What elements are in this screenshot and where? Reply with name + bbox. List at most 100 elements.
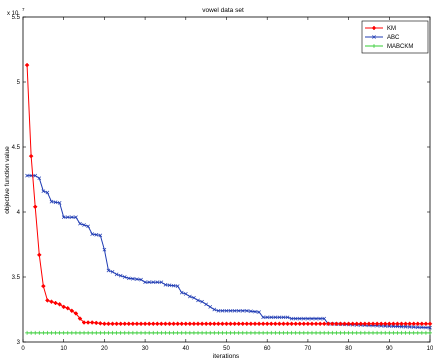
data-point — [57, 330, 62, 335]
data-point — [167, 330, 172, 335]
x-tick-label: 40 — [182, 346, 189, 352]
series-layer — [24, 62, 433, 335]
data-point — [366, 330, 371, 335]
data-point — [248, 330, 253, 335]
data-point — [196, 330, 201, 335]
data-point — [281, 330, 286, 335]
data-point — [94, 232, 99, 237]
data-point — [61, 330, 66, 335]
data-point — [110, 269, 115, 274]
data-point — [346, 330, 351, 335]
data-point — [188, 294, 192, 299]
data-point — [322, 330, 327, 335]
data-point — [289, 321, 294, 327]
data-point — [81, 320, 87, 325]
y-exponent-power: 7 — [22, 7, 25, 12]
data-point — [309, 330, 314, 335]
data-point — [314, 330, 319, 335]
data-point — [370, 321, 376, 327]
data-point — [77, 330, 82, 335]
data-point — [269, 330, 274, 335]
data-point — [74, 215, 78, 220]
data-point — [200, 330, 205, 335]
data-point — [155, 280, 160, 285]
data-point — [130, 321, 136, 327]
data-point — [118, 330, 123, 335]
data-point — [143, 280, 147, 285]
data-point — [289, 316, 294, 321]
data-point — [134, 321, 140, 327]
data-point — [285, 321, 290, 327]
data-point — [196, 298, 200, 303]
data-point — [301, 330, 306, 335]
data-point — [171, 283, 176, 288]
data-point — [264, 321, 270, 327]
data-point — [41, 189, 46, 194]
data-point — [208, 330, 213, 335]
data-point — [69, 215, 74, 220]
data-point — [305, 321, 311, 327]
x-tick-label: 90 — [386, 346, 393, 352]
data-point — [403, 321, 408, 327]
data-point — [403, 324, 408, 329]
data-point — [272, 321, 278, 327]
data-point — [273, 330, 278, 335]
data-point — [195, 321, 201, 327]
data-point — [236, 330, 241, 335]
data-point — [395, 330, 400, 335]
data-point — [228, 308, 233, 313]
data-point — [236, 308, 241, 313]
data-point — [93, 320, 99, 326]
legend-marker — [372, 44, 376, 48]
data-point — [118, 321, 124, 327]
data-point — [232, 321, 237, 327]
data-point — [240, 321, 246, 327]
data-point — [366, 321, 372, 327]
data-point — [163, 321, 168, 327]
data-point — [220, 308, 225, 313]
chart-title: vowel data set — [202, 7, 244, 14]
data-point — [61, 304, 67, 310]
data-point — [171, 321, 176, 327]
series-km — [24, 62, 433, 327]
data-point — [90, 232, 95, 236]
data-point — [342, 330, 347, 335]
data-point — [57, 201, 62, 205]
data-point — [407, 325, 412, 329]
data-point — [118, 273, 123, 278]
data-point — [146, 321, 152, 327]
data-point — [212, 307, 217, 312]
data-point — [114, 272, 119, 277]
legend: KM ABC MABCKM — [361, 20, 429, 54]
data-point — [423, 330, 428, 335]
data-point — [306, 316, 310, 321]
data-point — [318, 330, 323, 335]
data-point — [53, 330, 58, 335]
legend-label: KM — [387, 26, 396, 32]
data-point — [183, 292, 188, 296]
data-point — [232, 330, 237, 335]
data-point — [32, 204, 38, 210]
data-point — [89, 320, 95, 325]
data-point — [362, 330, 367, 335]
data-point — [428, 330, 432, 335]
data-point — [49, 299, 54, 305]
data-point — [252, 330, 257, 335]
x-axis-label: iterations — [213, 353, 240, 360]
data-point — [33, 330, 38, 335]
series-mabckm — [25, 330, 432, 335]
data-point — [362, 321, 368, 327]
data-point — [126, 276, 131, 281]
data-point — [200, 299, 204, 304]
data-point — [40, 283, 46, 289]
data-point — [163, 282, 168, 287]
data-point — [411, 321, 417, 327]
data-point — [240, 308, 245, 313]
data-point — [53, 200, 58, 205]
data-point — [391, 330, 396, 335]
y-exponent: x 10 7 — [7, 7, 25, 17]
data-point — [371, 330, 376, 335]
data-point — [350, 330, 355, 335]
data-point — [69, 308, 75, 314]
